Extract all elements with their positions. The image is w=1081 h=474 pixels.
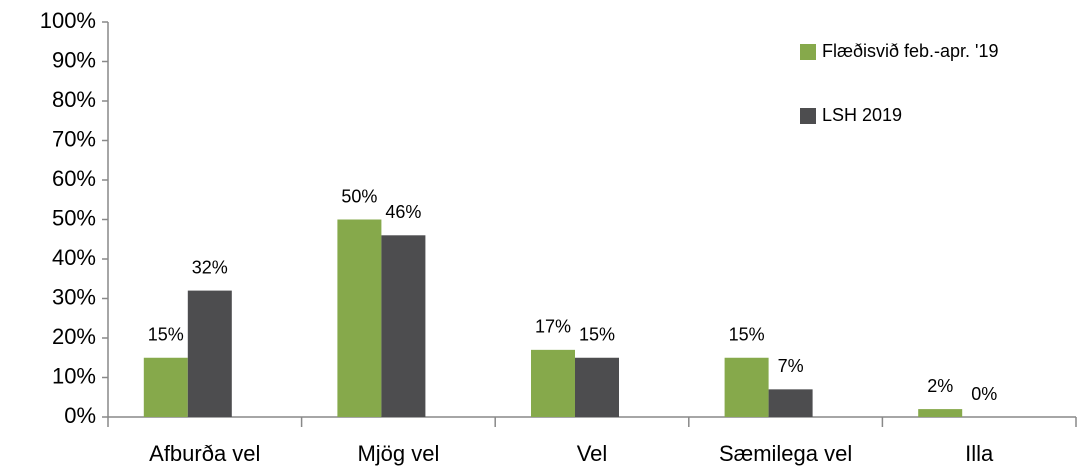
bar — [918, 409, 963, 417]
y-tick-label: 50% — [52, 205, 96, 230]
data-label: 46% — [385, 202, 421, 222]
data-label: 2% — [927, 376, 953, 396]
y-tick-label: 90% — [52, 47, 96, 72]
y-tick-label: 10% — [52, 363, 96, 388]
y-tick-label: 70% — [52, 126, 96, 151]
x-tick-label: Mjög vel — [357, 441, 439, 466]
data-label: 17% — [535, 317, 571, 337]
x-tick-label: Sæmilega vel — [719, 441, 852, 466]
data-label: 15% — [579, 325, 615, 345]
bar — [575, 357, 619, 417]
y-tick-label: 100% — [40, 8, 96, 33]
data-label: 50% — [341, 186, 377, 206]
x-tick-label: Vel — [577, 441, 608, 466]
legend-label: LSH 2019 — [822, 105, 902, 125]
legend-swatch — [800, 108, 816, 124]
bar — [337, 219, 382, 417]
x-tick-label: Afburða vel — [149, 441, 260, 466]
data-label: 7% — [778, 356, 804, 376]
bar — [187, 290, 232, 417]
data-label: 15% — [148, 325, 184, 345]
data-label: 0% — [971, 384, 997, 404]
bar — [724, 357, 769, 417]
y-tick-label: 0% — [64, 403, 96, 428]
y-tick-label: 20% — [52, 324, 96, 349]
bar — [531, 349, 575, 417]
legend-swatch — [800, 44, 816, 60]
x-tick-label: Illa — [965, 441, 994, 466]
data-label: 15% — [729, 325, 765, 345]
y-tick-label: 40% — [52, 245, 96, 270]
y-tick-label: 30% — [52, 284, 96, 309]
y-tick-label: 80% — [52, 87, 96, 112]
bar — [143, 357, 188, 417]
data-label: 32% — [192, 257, 228, 277]
legend-label: Flæðisvið feb.-apr. '19 — [822, 41, 999, 61]
bar — [768, 389, 813, 417]
y-tick-label: 60% — [52, 166, 96, 191]
bar — [381, 235, 426, 417]
